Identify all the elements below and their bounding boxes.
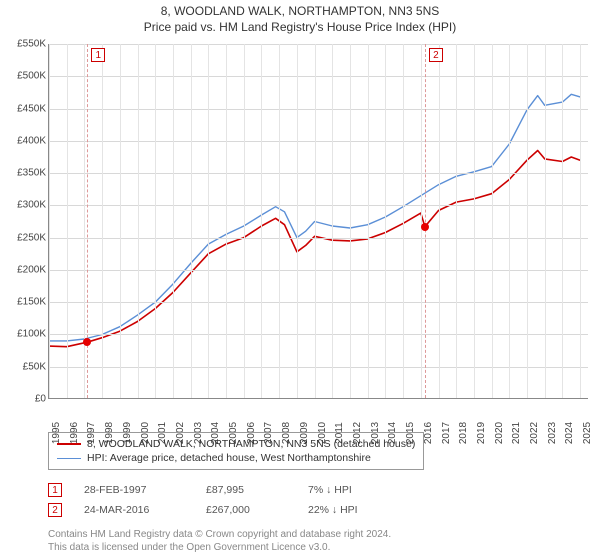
event-row-marker: 1 xyxy=(48,483,62,497)
gridline-h xyxy=(49,334,588,335)
sale-dot xyxy=(421,223,429,231)
attribution-footer: Contains HM Land Registry data © Crown c… xyxy=(48,528,588,554)
gridline-v xyxy=(527,44,528,398)
sale-events-table: 1 28-FEB-1997 £87,995 7% ↓ HPI 2 24-MAR-2016 £… xyxy=(48,480,588,520)
legend-row: 8, WOODLAND WALK, NORTHAMPTON, NN3 5NS (… xyxy=(57,437,415,451)
y-tick-label: £200K xyxy=(4,264,46,275)
y-tick-label: £450K xyxy=(4,103,46,114)
footer-line-2: This data is licensed under the Open Gov… xyxy=(48,541,588,554)
y-tick-label: £100K xyxy=(4,329,46,340)
legend-box: 8, WOODLAND WALK, NORTHAMPTON, NN3 5NS (… xyxy=(48,432,424,470)
gridline-v xyxy=(315,44,316,398)
y-tick-label: £50K xyxy=(4,361,46,372)
gridline-h xyxy=(49,302,588,303)
gridline-v xyxy=(385,44,386,398)
footer-line-1: Contains HM Land Registry data © Crown c… xyxy=(48,528,588,541)
gridline-v xyxy=(138,44,139,398)
gridline-h xyxy=(49,367,588,368)
chart-title-address: 8, WOODLAND WALK, NORTHAMPTON, NN3 5NS xyxy=(0,4,600,18)
plot-area: 12 xyxy=(48,44,588,399)
gridline-v xyxy=(67,44,68,398)
gridline-v xyxy=(368,44,369,398)
legend-row: HPI: Average price, detached house, West… xyxy=(57,451,415,465)
event-marker-box: 1 xyxy=(91,48,105,62)
gridline-v xyxy=(403,44,404,398)
gridline-h xyxy=(49,205,588,206)
y-tick-label: £0 xyxy=(4,394,46,405)
gridline-v xyxy=(191,44,192,398)
y-tick-label: £500K xyxy=(4,71,46,82)
gridline-v xyxy=(580,44,581,398)
gridline-v xyxy=(492,44,493,398)
y-tick-label: £150K xyxy=(4,297,46,308)
event-price: £87,995 xyxy=(206,484,286,496)
gridline-v xyxy=(226,44,227,398)
event-pct-vs-hpi: 7% ↓ HPI xyxy=(308,484,352,496)
gridline-v xyxy=(297,44,298,398)
gridline-h xyxy=(49,76,588,77)
gridline-v xyxy=(474,44,475,398)
legend-swatch xyxy=(57,443,81,445)
event-row-marker: 2 xyxy=(48,503,62,517)
legend-swatch xyxy=(57,458,81,459)
gridline-v xyxy=(244,44,245,398)
chart-subtitle: Price paid vs. HM Land Registry's House … xyxy=(0,20,600,34)
gridline-v xyxy=(49,44,50,398)
legend-label: HPI: Average price, detached house, West… xyxy=(87,452,371,464)
gridline-v xyxy=(509,44,510,398)
plot-svg xyxy=(49,44,588,398)
gridline-h xyxy=(49,270,588,271)
gridline-v xyxy=(120,44,121,398)
gridline-h xyxy=(49,141,588,142)
event-marker-line xyxy=(425,44,426,398)
event-pct-vs-hpi: 22% ↓ HPI xyxy=(308,504,358,516)
event-row: 1 28-FEB-1997 £87,995 7% ↓ HPI xyxy=(48,480,588,500)
gridline-v xyxy=(102,44,103,398)
legend-and-footer: 8, WOODLAND WALK, NORTHAMPTON, NN3 5NS (… xyxy=(48,432,588,554)
event-date: 28-FEB-1997 xyxy=(84,484,184,496)
gridline-v xyxy=(456,44,457,398)
legend-label: 8, WOODLAND WALK, NORTHAMPTON, NN3 5NS (… xyxy=(87,438,415,450)
y-tick-label: £350K xyxy=(4,168,46,179)
event-marker-box: 2 xyxy=(429,48,443,62)
gridline-v xyxy=(155,44,156,398)
gridline-v xyxy=(261,44,262,398)
y-tick-label: £250K xyxy=(4,232,46,243)
gridline-v xyxy=(562,44,563,398)
gridline-v xyxy=(208,44,209,398)
gridline-v xyxy=(279,44,280,398)
gridline-v xyxy=(545,44,546,398)
title-block: 8, WOODLAND WALK, NORTHAMPTON, NN3 5NS P… xyxy=(0,0,600,36)
gridline-v xyxy=(421,44,422,398)
gridline-h xyxy=(49,44,588,45)
gridline-h xyxy=(49,173,588,174)
y-tick-label: £400K xyxy=(4,135,46,146)
event-row: 2 24-MAR-2016 £267,000 22% ↓ HPI xyxy=(48,500,588,520)
chart-container: 8, WOODLAND WALK, NORTHAMPTON, NN3 5NS P… xyxy=(0,0,600,560)
gridline-h xyxy=(49,238,588,239)
gridline-v xyxy=(439,44,440,398)
gridline-h xyxy=(49,109,588,110)
gridline-v xyxy=(332,44,333,398)
y-tick-label: £550K xyxy=(4,39,46,50)
event-date: 24-MAR-2016 xyxy=(84,504,184,516)
gridline-v xyxy=(173,44,174,398)
sale-dot xyxy=(83,338,91,346)
y-tick-label: £300K xyxy=(4,200,46,211)
event-price: £267,000 xyxy=(206,504,286,516)
gridline-v xyxy=(350,44,351,398)
